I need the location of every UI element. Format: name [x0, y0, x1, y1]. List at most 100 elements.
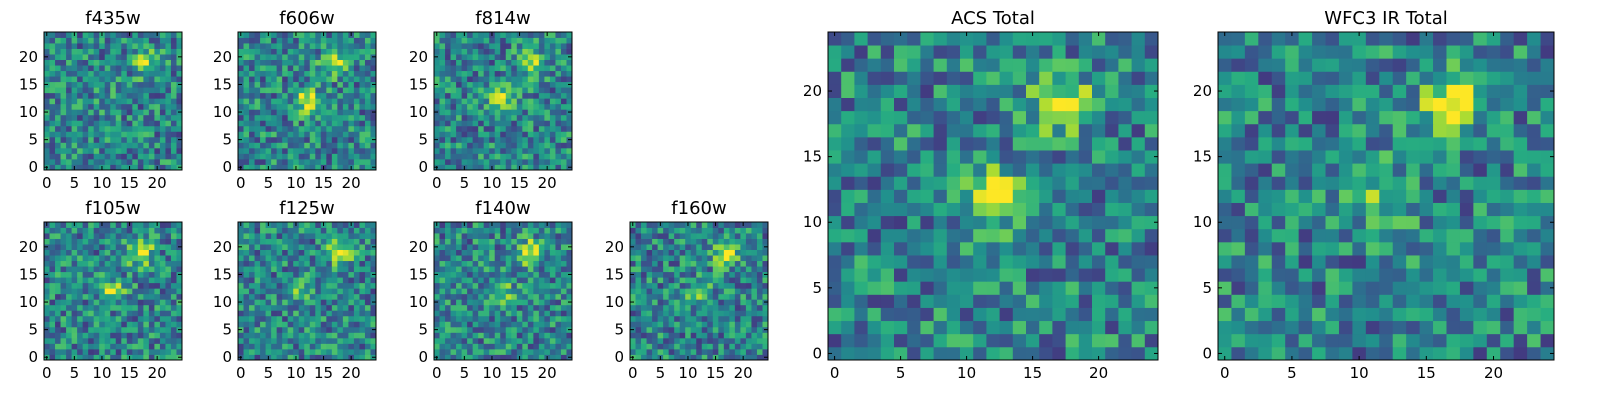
heatmap-cell: [249, 54, 255, 60]
heatmap-cell: [734, 321, 741, 328]
heatmap-cell: [159, 315, 166, 322]
heatmap-cell: [44, 131, 50, 138]
heatmap-cell: [1052, 268, 1066, 282]
heatmap-cell: [260, 37, 266, 44]
heatmap-cell: [549, 76, 556, 83]
heatmap-cell: [461, 114, 468, 121]
heatmap-cell: [320, 282, 327, 289]
heatmap-cell: [298, 92, 305, 99]
heatmap-cell: [538, 233, 545, 239]
heatmap-cell: [271, 326, 278, 333]
heatmap-cell: [920, 228, 934, 243]
heatmap-cell: [701, 238, 708, 245]
heatmap-cell: [49, 321, 56, 328]
heatmap-cell: [143, 271, 150, 278]
heatmap-cell: [49, 70, 56, 77]
heatmap-cell: [478, 249, 485, 256]
heatmap-cell: [630, 321, 636, 328]
heatmap-cell: [527, 98, 534, 105]
heatmap-cell: [467, 65, 474, 72]
x-tick-label: 20: [734, 364, 753, 382]
heatmap-cell: [494, 282, 501, 289]
heatmap-cell: [165, 59, 172, 66]
heatmap-cell: [740, 249, 747, 256]
heatmap-cell: [148, 282, 155, 289]
heatmap-cell: [707, 260, 714, 267]
heatmap-cell: [66, 326, 72, 333]
heatmap-cell: [828, 320, 842, 335]
heatmap-cell: [348, 326, 355, 333]
heatmap-cell: [249, 304, 255, 311]
heatmap-cell: [472, 326, 479, 333]
heatmap-cell: [434, 249, 440, 256]
heatmap-cell: [143, 326, 150, 333]
heatmap-cell: [999, 281, 1014, 295]
heatmap-cell: [828, 281, 842, 295]
heatmap-cell: [77, 65, 84, 72]
heatmap-cell: [342, 153, 349, 160]
heatmap-cell: [685, 321, 692, 328]
heatmap-cell: [143, 227, 150, 234]
heatmap-cell: [110, 299, 117, 306]
heatmap-cell: [445, 142, 451, 149]
heatmap-cell: [99, 227, 106, 234]
heatmap-cell: [326, 222, 333, 228]
heatmap-cell: [467, 266, 474, 273]
heatmap-cell: [265, 153, 272, 160]
y-tick-label: 5: [222, 131, 232, 149]
heatmap-cell: [894, 163, 908, 177]
heatmap-cell: [104, 120, 111, 127]
heatmap-cell: [434, 304, 440, 311]
heatmap-cell: [907, 202, 921, 217]
heatmap-cell: [238, 158, 244, 165]
heatmap-cell: [165, 109, 172, 116]
heatmap-cell: [641, 348, 647, 355]
heatmap-cell: [729, 266, 736, 273]
heatmap-cell: [461, 59, 468, 66]
heatmap-cell: [472, 81, 479, 88]
heatmap-cell: [560, 125, 567, 132]
heatmap-cell: [104, 321, 111, 328]
heatmap-cell: [456, 337, 462, 344]
heatmap-cell: [276, 120, 283, 127]
heatmap-cell: [121, 59, 128, 66]
heatmap-cell: [44, 321, 50, 328]
heatmap-cell: [745, 244, 752, 250]
heatmap-cell: [1118, 333, 1132, 348]
heatmap-cell: [762, 293, 769, 300]
heatmap-cell: [685, 288, 692, 295]
heatmap-cell: [337, 114, 344, 121]
x-tick-label: 5: [264, 364, 274, 382]
heatmap-cell: [331, 271, 338, 278]
heatmap-cell: [304, 59, 311, 66]
heatmap-cell: [104, 109, 111, 116]
heatmap-cell: [646, 266, 653, 273]
heatmap-cell: [560, 158, 567, 165]
heatmap-cell: [282, 54, 289, 60]
heatmap-cell: [566, 103, 573, 110]
heatmap-cell: [348, 87, 355, 94]
heatmap-cell: [527, 81, 534, 88]
heatmap-cell: [298, 142, 305, 149]
heatmap-cell: [364, 299, 371, 306]
heatmap-cell: [439, 332, 446, 339]
heatmap-cell: [88, 222, 95, 228]
heatmap-cell: [456, 304, 462, 311]
heatmap-cell: [450, 343, 457, 350]
heatmap-cell: [707, 326, 714, 333]
heatmap-cell: [82, 131, 89, 138]
heatmap-cell: [337, 103, 344, 110]
heatmap-cell: [483, 227, 490, 234]
heatmap-cell: [249, 354, 255, 361]
heatmap-cell: [82, 277, 89, 284]
heatmap-cell: [337, 299, 344, 306]
heatmap-cell: [450, 131, 457, 138]
heatmap-cell: [494, 354, 501, 361]
heatmap-cell: [88, 304, 95, 311]
heatmap-cell: [331, 37, 338, 44]
heatmap-cell: [287, 147, 294, 154]
heatmap-cell: [973, 176, 987, 190]
heatmap-cell: [461, 233, 468, 239]
heatmap-cell: [304, 304, 311, 311]
heatmap-cell: [494, 48, 501, 55]
